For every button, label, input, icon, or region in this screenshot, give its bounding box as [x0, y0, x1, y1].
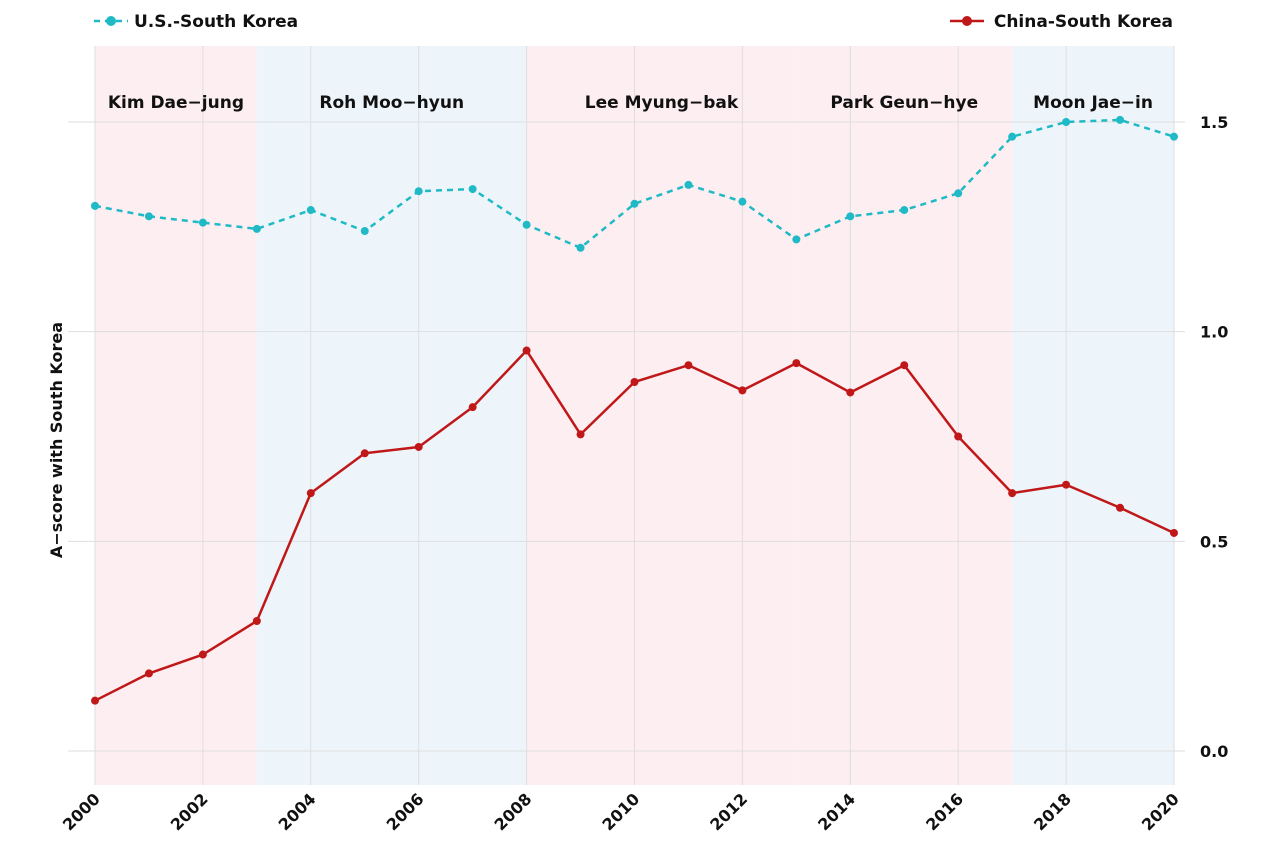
series-1-point-0	[91, 696, 99, 705]
series-0-point-7	[468, 185, 477, 194]
x-tick-label-10: 2020	[1138, 789, 1183, 834]
series-1-point-1	[144, 669, 153, 678]
series-1-point-3	[252, 617, 261, 626]
series-1-point-6	[414, 442, 423, 451]
y-tick-label-3: 1.5	[1200, 113, 1228, 132]
x-axis-ticks: 2000 2002 2004 2006 2008 2010 2012 2014 2016 2018…	[59, 789, 1183, 834]
series-0-point-14	[846, 212, 855, 221]
era-bands	[95, 46, 1174, 785]
series-0	[91, 115, 1178, 252]
legend-marker-0	[106, 16, 116, 26]
series-0-point-0	[91, 201, 99, 210]
series-1-point-13	[792, 359, 801, 368]
series-1-point-20	[1170, 528, 1178, 537]
x-tick-label-3: 2006	[383, 789, 428, 834]
series-0-point-11	[684, 180, 693, 189]
era-band-1	[256, 46, 527, 785]
series-line-0	[94, 118, 1175, 250]
series-1-point-14	[846, 388, 855, 397]
legend-item-0: U.S.-South Korea	[94, 12, 298, 32]
x-tick-label-2: 2004	[275, 789, 320, 834]
series-layer	[91, 115, 1178, 705]
y-tick-label-1: 0.5	[1200, 532, 1228, 551]
era-band-0	[95, 46, 257, 785]
series-1-point-8	[522, 346, 531, 355]
x-tick-label-7: 2014	[814, 789, 859, 834]
series-1-point-2	[198, 650, 207, 659]
series-0-point-1	[144, 212, 153, 221]
series-0-point-10	[630, 199, 639, 208]
y-tick-label-2: 1.0	[1200, 323, 1228, 342]
era-band-3	[796, 46, 1013, 785]
era-label-0: Kim Dae−jung	[108, 93, 244, 113]
era-label-3: Park Geun−hye	[830, 93, 978, 113]
series-0-point-13	[792, 235, 801, 244]
series-1-point-18	[1062, 480, 1071, 489]
x-tick-label-9: 2018	[1030, 789, 1075, 834]
series-1-point-19	[1116, 503, 1125, 512]
legend-marker-1	[962, 16, 972, 26]
x-tick-label-5: 2010	[598, 789, 643, 834]
grid	[68, 46, 1185, 785]
legend-label-0: U.S.-South Korea	[134, 12, 298, 32]
series-0-point-20	[1170, 132, 1178, 141]
series-0-point-16	[954, 189, 963, 198]
era-band-4	[1012, 46, 1174, 785]
legend: U.S.-South Korea China-South Korea	[94, 12, 1173, 32]
series-0-point-2	[198, 218, 207, 227]
series-0-point-12	[738, 197, 747, 206]
era-label-1: Roh Moo−hyun	[319, 93, 464, 113]
series-0-point-8	[522, 220, 531, 229]
series-1-point-12	[738, 386, 747, 395]
series-0-point-3	[252, 224, 261, 233]
series-1-point-17	[1008, 489, 1017, 498]
y-axis-ticks: 0.0 0.5 1.0 1.5	[1200, 113, 1228, 761]
legend-item-1: China-South Korea	[950, 12, 1173, 32]
x-tick-label-1: 2002	[167, 789, 212, 834]
series-0-point-19	[1116, 115, 1125, 124]
series-1	[91, 346, 1178, 705]
series-0-point-9	[576, 243, 585, 252]
series-1-point-11	[684, 361, 693, 370]
series-1-point-5	[360, 449, 369, 458]
y-axis-title: A−score with South Korea	[47, 322, 66, 558]
series-1-point-4	[306, 489, 315, 498]
series-0-point-18	[1062, 118, 1071, 126]
series-0-point-6	[414, 187, 423, 196]
series-1-point-15	[900, 361, 909, 370]
series-1-point-16	[954, 432, 963, 441]
series-1-point-10	[630, 377, 639, 386]
series-0-point-17	[1008, 132, 1017, 141]
x-tick-label-4: 2008	[491, 789, 536, 834]
era-labels: Kim Dae−jung Roh Moo−hyun Lee Myung−bak Par…	[108, 93, 1153, 113]
series-0-point-15	[900, 206, 909, 215]
x-tick-label-0: 2000	[59, 789, 104, 834]
y-tick-label-0: 0.0	[1200, 742, 1228, 761]
series-1-point-9	[576, 430, 585, 439]
era-band-2	[526, 46, 797, 785]
era-label-4: Moon Jae−in	[1033, 93, 1153, 113]
x-tick-label-8: 2016	[922, 789, 967, 834]
era-label-2: Lee Myung−bak	[585, 93, 739, 113]
series-0-point-5	[360, 227, 369, 236]
series-1-point-7	[468, 403, 477, 412]
series-0-point-4	[306, 206, 315, 215]
x-tick-label-6: 2012	[706, 789, 751, 834]
legend-label-1: China-South Korea	[994, 12, 1173, 32]
